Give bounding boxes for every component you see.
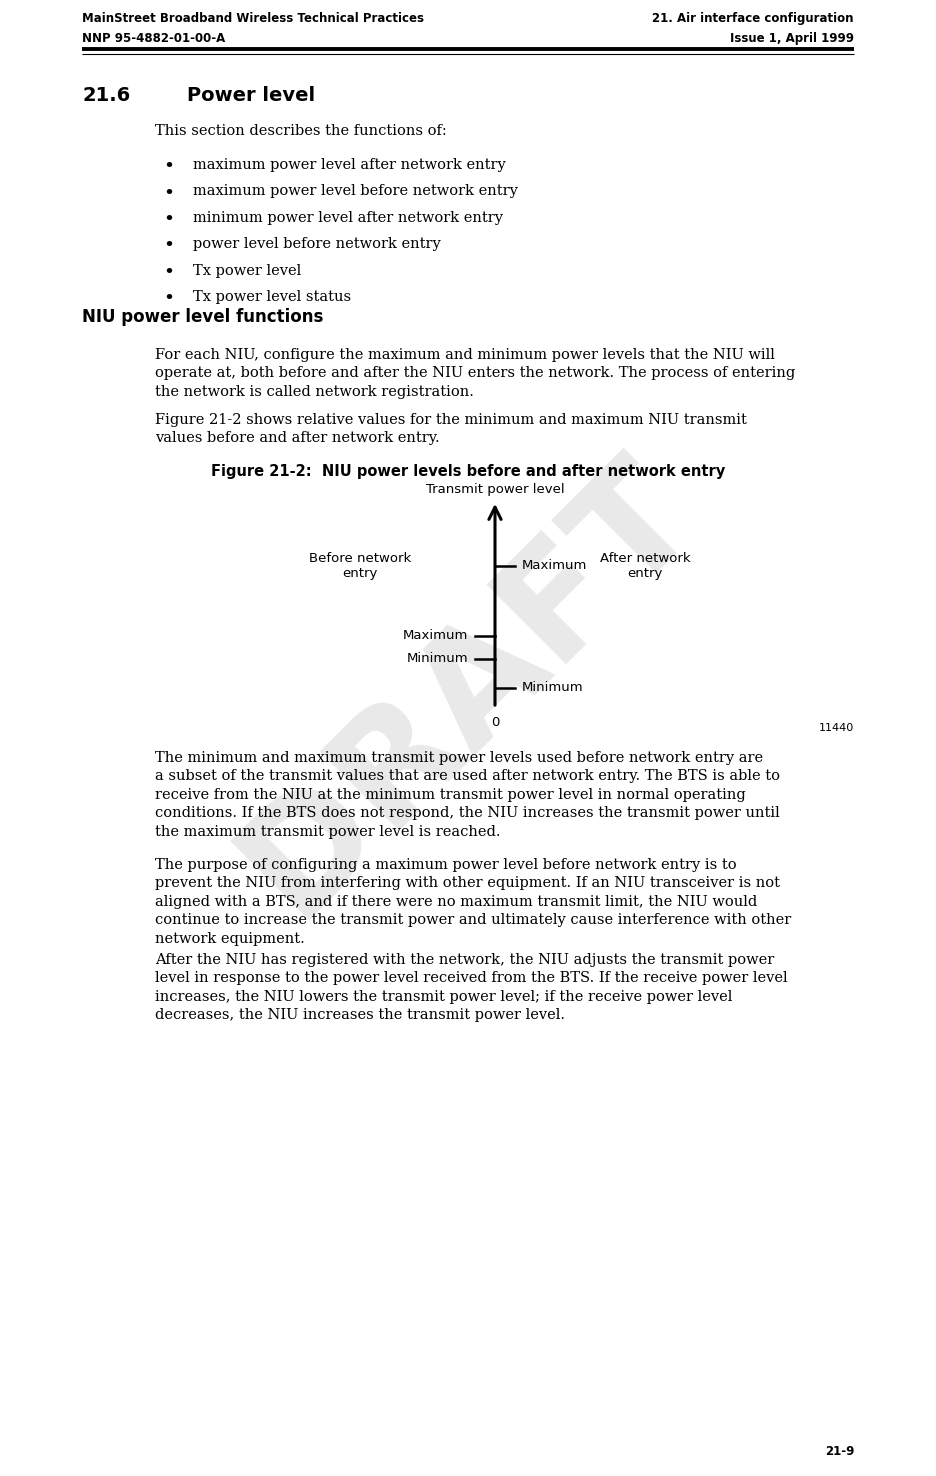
Text: For each NIU, configure the maximum and minimum power levels that the NIU will
o: For each NIU, configure the maximum and … xyxy=(155,348,796,399)
Text: The minimum and maximum transmit power levels used before network entry are
a su: The minimum and maximum transmit power l… xyxy=(155,751,780,838)
Text: 21.6: 21.6 xyxy=(82,86,130,105)
Text: Minimum: Minimum xyxy=(406,652,468,666)
Text: DRAFT: DRAFT xyxy=(213,434,723,943)
Text: maximum power level before network entry: maximum power level before network entry xyxy=(193,184,518,198)
Text: This section describes the functions of:: This section describes the functions of: xyxy=(155,124,446,137)
Text: Before network
entry: Before network entry xyxy=(309,552,411,580)
Text: 11440: 11440 xyxy=(819,723,854,734)
Text: After network
entry: After network entry xyxy=(600,552,691,580)
Text: power level before network entry: power level before network entry xyxy=(193,238,441,251)
Text: Tx power level: Tx power level xyxy=(193,264,301,277)
Text: •: • xyxy=(163,211,174,229)
Text: •: • xyxy=(163,291,174,308)
Text: maximum power level after network entry: maximum power level after network entry xyxy=(193,158,505,173)
Text: •: • xyxy=(163,184,174,202)
Text: 0: 0 xyxy=(490,716,499,729)
Text: Tx power level status: Tx power level status xyxy=(193,291,351,304)
Text: minimum power level after network entry: minimum power level after network entry xyxy=(193,211,503,224)
Text: 21-9: 21-9 xyxy=(825,1445,854,1458)
Text: Minimum: Minimum xyxy=(522,682,584,695)
Text: Maximum: Maximum xyxy=(402,629,468,642)
Text: •: • xyxy=(163,238,174,255)
Text: Figure 21-2 shows relative values for the minimum and maximum NIU transmit
value: Figure 21-2 shows relative values for th… xyxy=(155,413,747,446)
Text: NIU power level functions: NIU power level functions xyxy=(82,308,323,326)
Text: Transmit power level: Transmit power level xyxy=(426,483,564,496)
Text: MainStreet Broadband Wireless Technical Practices: MainStreet Broadband Wireless Technical … xyxy=(82,12,424,25)
Text: Power level: Power level xyxy=(187,86,315,105)
Text: Figure 21-2:  NIU power levels before and after network entry: Figure 21-2: NIU power levels before and… xyxy=(211,463,725,480)
Text: The purpose of configuring a maximum power level before network entry is to
prev: The purpose of configuring a maximum pow… xyxy=(155,858,791,946)
Text: NNP 95-4882-01-00-A: NNP 95-4882-01-00-A xyxy=(82,32,226,44)
Text: After the NIU has registered with the network, the NIU adjusts the transmit powe: After the NIU has registered with the ne… xyxy=(155,953,787,1023)
Text: Maximum: Maximum xyxy=(522,559,588,573)
Text: •: • xyxy=(163,264,174,282)
Text: Issue 1, April 1999: Issue 1, April 1999 xyxy=(730,32,854,44)
Text: 21. Air interface configuration: 21. Air interface configuration xyxy=(652,12,854,25)
Text: •: • xyxy=(163,158,174,176)
